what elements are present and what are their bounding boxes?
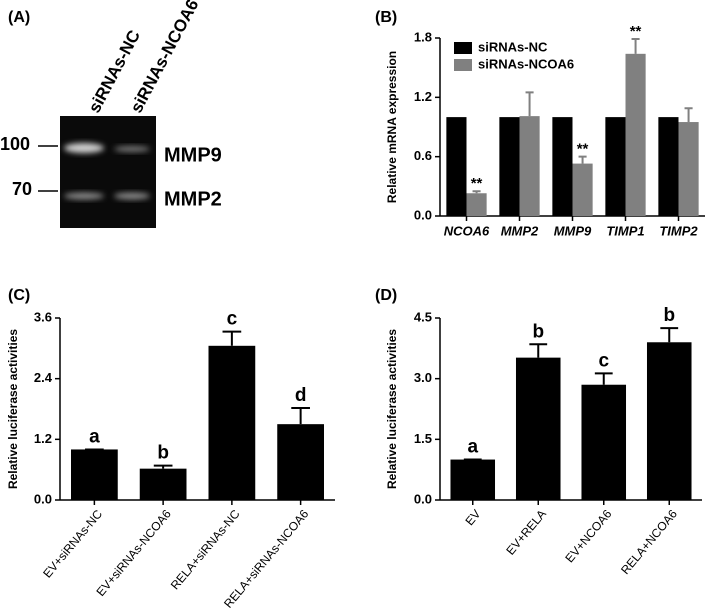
bar: [515, 357, 561, 500]
bar: [605, 117, 626, 216]
bar: [646, 342, 692, 500]
bar: [678, 122, 699, 216]
bar: [658, 117, 679, 216]
gel-band: [114, 146, 150, 152]
annotation: a: [89, 426, 100, 447]
error-bar: [631, 37, 640, 54]
y-tick-label: 0.6: [414, 148, 432, 163]
error-bar: [222, 330, 242, 346]
y-tick-label: 3.6: [34, 309, 52, 324]
y-tick-label: 2.4: [34, 370, 53, 385]
error-bar: [578, 155, 587, 164]
panel-label: (A): [8, 9, 30, 26]
y-tick-label: 3.0: [414, 370, 432, 385]
error-bar: [660, 327, 679, 343]
bar: [572, 163, 593, 216]
gel-band: [114, 192, 150, 200]
y-tick-label: 1.2: [414, 89, 432, 104]
bar: [139, 468, 187, 500]
annotation: **: [630, 23, 642, 40]
annotation: c: [227, 309, 238, 330]
x-tick-label: MMP2: [501, 223, 539, 238]
error-bar: [472, 190, 481, 194]
panel-label: (C): [8, 287, 30, 304]
bar: [519, 116, 540, 216]
bar: [208, 345, 256, 500]
x-tick-label: TIMP1: [606, 223, 644, 238]
x-tick-label: EV+RELA: [503, 507, 549, 558]
bar: [499, 117, 520, 216]
x-tick-label: RELA+siRNAs-NC: [168, 507, 243, 593]
legend-swatch: [454, 59, 472, 71]
gel-image: [60, 116, 156, 228]
x-tick-label: EV: [462, 507, 483, 528]
annotation: b: [532, 321, 544, 342]
annotation: d: [295, 385, 307, 406]
x-tick-label: RELA+NCOA6: [618, 507, 680, 577]
bar: [625, 53, 646, 217]
bar: [581, 384, 627, 500]
bar: [466, 193, 487, 216]
x-tick-label: TIMP2: [659, 223, 698, 238]
bar: [446, 117, 467, 216]
y-axis-title: Relative luciferase activities: [385, 329, 399, 489]
annotation: a: [467, 437, 478, 458]
annotation: c: [598, 350, 609, 371]
y-tick-label: 4.5: [414, 309, 432, 324]
x-tick-label: EV+NCOA6: [562, 507, 614, 566]
x-tick-label: EV+siRNAs-NC: [40, 507, 105, 581]
gel-band: [64, 143, 104, 153]
y-axis-title: Relative luciferase activities: [6, 329, 20, 489]
legend-label: siRNAs-NCOA6: [478, 56, 574, 71]
y-tick-label: 0.0: [34, 491, 52, 506]
error-bar: [153, 464, 173, 469]
error-bar: [594, 372, 613, 385]
y-tick-label: 1.5: [414, 431, 432, 446]
legend-label: siRNAs-NC: [478, 39, 548, 54]
marker-label: 100: [0, 134, 30, 154]
gel-panel: (A) siRNAs-NC siRNAs-NCOA6 100 70 MMP9 M…: [0, 0, 222, 228]
y-tick-label: 0.0: [414, 207, 432, 222]
band-label: MMP9: [164, 144, 222, 166]
bar: [71, 449, 118, 500]
x-tick-label: NCOA6: [444, 223, 490, 238]
error-bar: [291, 406, 310, 425]
y-tick-label: 1.2: [34, 431, 52, 446]
y-tick-label: 1.8: [414, 29, 432, 44]
y-axis-title: Relative mRNA expression: [385, 51, 399, 203]
y-tick-label: 0.0: [414, 491, 432, 506]
error-bar: [529, 343, 548, 358]
bar: [450, 459, 496, 500]
annotation: **: [471, 175, 483, 192]
annotation: b: [663, 305, 675, 326]
bar: [552, 117, 573, 216]
band-label: MMP2: [164, 188, 222, 210]
x-tick-label: EV+siRNAs-NCOA6: [93, 507, 174, 599]
error-bar: [684, 107, 693, 123]
legend-swatch: [454, 42, 472, 54]
panel-label: (D): [375, 287, 397, 304]
annotation: **: [577, 141, 589, 158]
gel-band: [64, 192, 104, 200]
marker-label: 70: [12, 179, 32, 199]
lane-label: siRNAs-NCOA6: [127, 0, 203, 116]
error-bar: [525, 91, 534, 117]
bar: [277, 424, 324, 500]
x-tick-label: MMP9: [554, 223, 592, 238]
panel-label: (B): [375, 9, 397, 26]
annotation: b: [157, 443, 169, 464]
